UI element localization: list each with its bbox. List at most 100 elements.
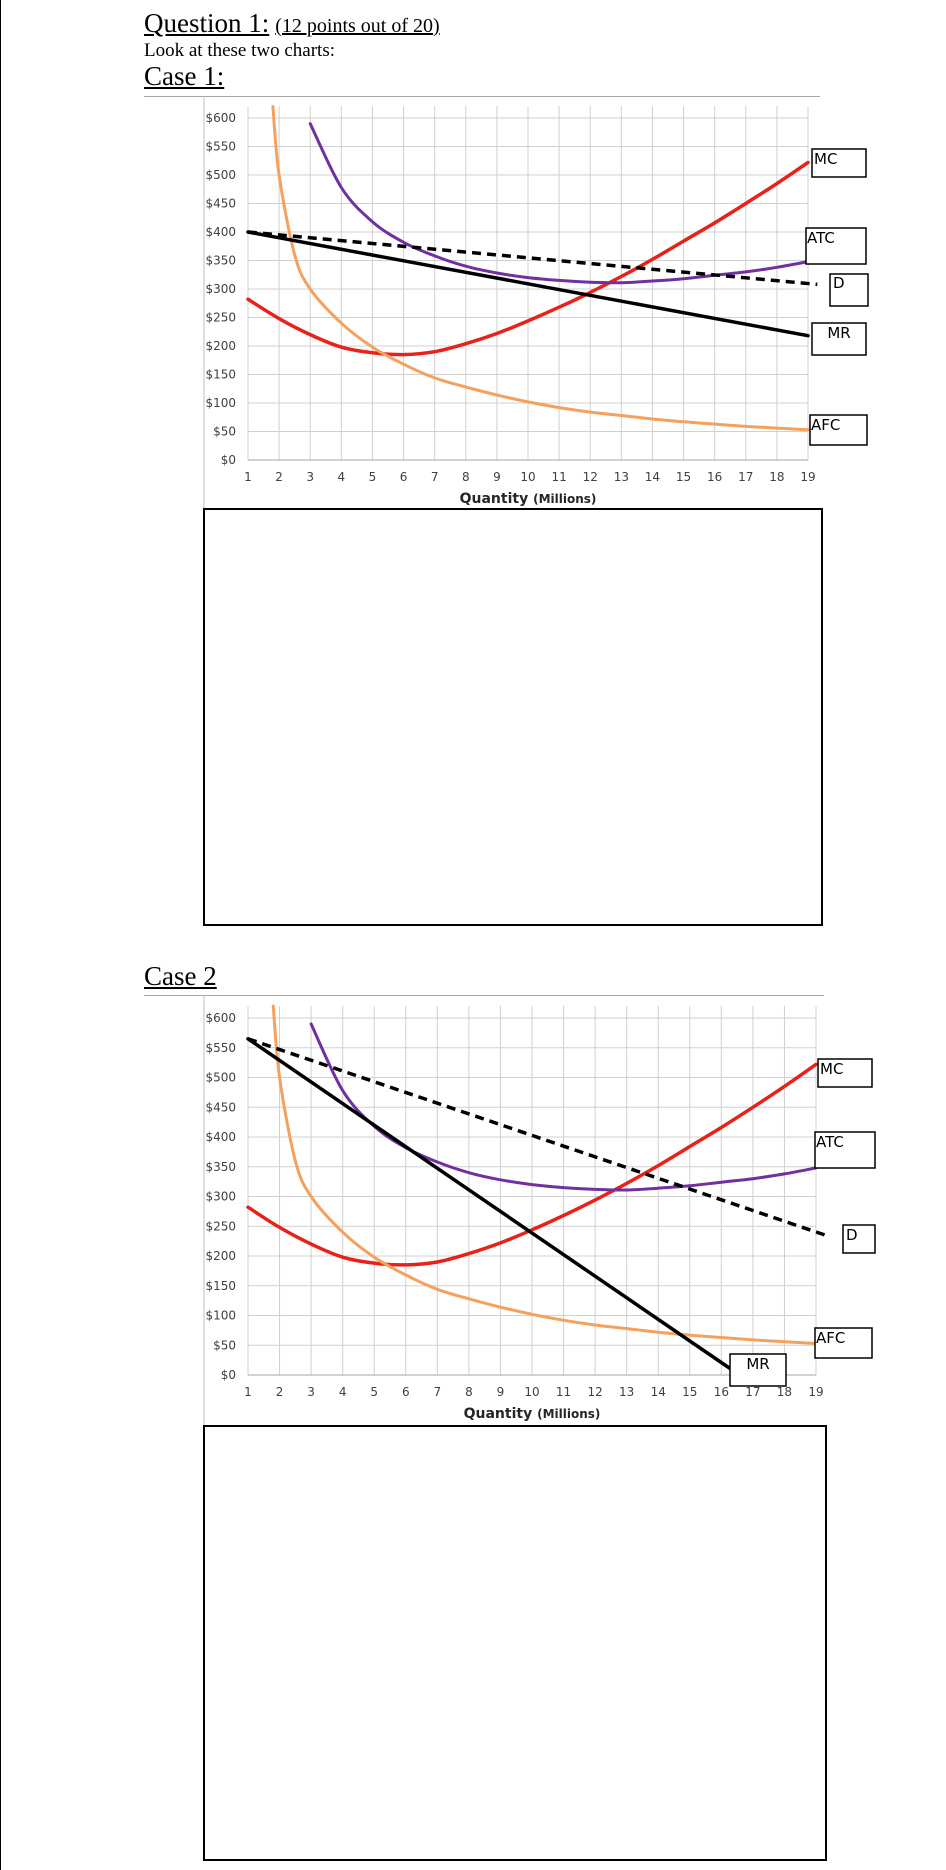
x-axis-title: Quantity (Millions) [464, 1406, 601, 1422]
series-label-mr: MR [827, 324, 850, 342]
y-tick-label: $150 [205, 368, 236, 382]
x-tick-label: 7 [434, 1385, 442, 1399]
x-tick-label: 5 [370, 1385, 378, 1399]
x-tick-label: 9 [493, 470, 501, 484]
y-tick-label: $550 [205, 140, 236, 154]
x-axis-title-main: Quantity [464, 1406, 537, 1422]
x-axis-title: Quantity (Millions) [460, 491, 597, 507]
x-axis-title-unit: (Millions) [537, 1407, 600, 1421]
case1-chart: $0 $50 $100 $150 $200 $250 $300 $350 $400 $450 $50… [203, 96, 869, 508]
case2-answer-box[interactable] [203, 1425, 827, 1861]
series-label-mr: MR [746, 1355, 769, 1373]
case2-rule [144, 995, 824, 996]
case2-title: Case 2 [144, 961, 217, 991]
y-tick-label: $600 [205, 111, 236, 125]
case1-rule [144, 96, 820, 97]
x-tick-label: 6 [400, 470, 408, 484]
series-label-box-afc [809, 414, 868, 446]
x-tick-label: 19 [800, 470, 815, 484]
y-tick-label: $50 [213, 1338, 236, 1352]
y-tick-label: $450 [205, 1100, 236, 1114]
x-tick-label: 4 [338, 470, 346, 484]
series-label-atc: ATC [816, 1133, 844, 1151]
y-tick-label: $250 [205, 1219, 236, 1233]
x-tick-label: 15 [676, 470, 691, 484]
x-tick-label: 9 [497, 1385, 505, 1399]
case1-title: Case 1: [144, 61, 225, 91]
series-group [246, 105, 818, 432]
series-line-afc [271, 1004, 818, 1345]
x-tick-label: 1 [244, 470, 252, 484]
series-label-mc: MC [814, 150, 837, 168]
x-tick-label: 6 [402, 1385, 410, 1399]
y-tick-label: $350 [205, 1160, 236, 1174]
series-label-mc: MC [820, 1060, 843, 1078]
series-label-box-d [842, 1224, 876, 1254]
y-tick-label: $300 [205, 1190, 236, 1204]
x-tick-label: 10 [524, 1385, 539, 1399]
series-label-box-atc [805, 227, 867, 265]
series-line-afc [271, 105, 810, 432]
y-tick-label: $300 [205, 282, 236, 296]
question-title: Question 1: (12 points out of 20) [144, 6, 440, 43]
x-axis-title-main: Quantity [460, 491, 533, 507]
case1-answer-box[interactable] [203, 508, 823, 926]
x-tick-label: 4 [339, 1385, 347, 1399]
y-tick-label: $0 [221, 453, 236, 467]
question-title-text: Question 1: [144, 8, 270, 38]
gridlines [247, 1006, 817, 1376]
series-label-box-mr [729, 1353, 787, 1387]
x-tick-label: 19 [808, 1385, 823, 1399]
series-line-mc [246, 1062, 818, 1267]
y-tick-label: $500 [205, 1071, 236, 1085]
series-line-d [247, 230, 818, 287]
x-tick-label: 12 [583, 470, 598, 484]
series-line-mr [246, 1037, 733, 1371]
series-label-d: D [846, 1226, 858, 1244]
page-left-border [0, 0, 1, 1870]
y-tick-label: $200 [205, 339, 236, 353]
y-tick-label: $350 [205, 254, 236, 268]
x-tick-label: 1 [244, 1385, 252, 1399]
x-tick-label: 11 [551, 470, 566, 484]
x-tick-label: 12 [587, 1385, 602, 1399]
x-tick-label: 8 [462, 470, 470, 484]
x-tick-label: 11 [556, 1385, 571, 1399]
y-tick-label: $100 [205, 1309, 236, 1323]
y-tick-label: $150 [205, 1279, 236, 1293]
series-label-box-afc [814, 1327, 873, 1359]
x-tick-label: 17 [738, 470, 753, 484]
x-axis-title-unit: (Millions) [533, 492, 596, 506]
series-label-atc: ATC [807, 229, 835, 247]
x-tick-label: 15 [682, 1385, 697, 1399]
y-tick-label: $450 [205, 197, 236, 211]
x-tick-label: 3 [307, 1385, 315, 1399]
series-label-box-atc [814, 1131, 876, 1169]
series-line-d [247, 1037, 827, 1237]
x-tick-label: 13 [614, 470, 629, 484]
series-label-box-mc [817, 1058, 873, 1088]
x-tick-label: 17 [745, 1385, 760, 1399]
x-tick-label: 14 [645, 470, 660, 484]
series-line-mc [246, 160, 810, 357]
series-group [246, 1004, 827, 1371]
series-line-atc [308, 122, 810, 285]
x-tick-label: 14 [651, 1385, 666, 1399]
y-tick-label: $50 [213, 425, 236, 439]
x-tick-label: 10 [520, 470, 535, 484]
x-tick-label: 18 [769, 470, 784, 484]
series-label-afc: AFC [816, 1329, 845, 1347]
x-tick-label: 16 [707, 470, 722, 484]
question-points: (12 points out of 20) [275, 15, 440, 37]
x-tick-label: 2 [275, 470, 283, 484]
x-tick-label: 5 [369, 470, 377, 484]
x-tick-label: 7 [431, 470, 439, 484]
y-tick-label: $0 [221, 1368, 236, 1382]
x-tick-label: 18 [777, 1385, 792, 1399]
y-tick-label: $100 [205, 396, 236, 410]
series-line-atc [309, 1022, 818, 1192]
series-label-box-d [829, 273, 869, 307]
y-tick-label: $400 [205, 225, 236, 239]
case2-chart: $0 $50 $100 $150 $200 $250 $300 $350 $400 $450 $50… [203, 995, 876, 1425]
y-tick-label: $550 [205, 1041, 236, 1055]
